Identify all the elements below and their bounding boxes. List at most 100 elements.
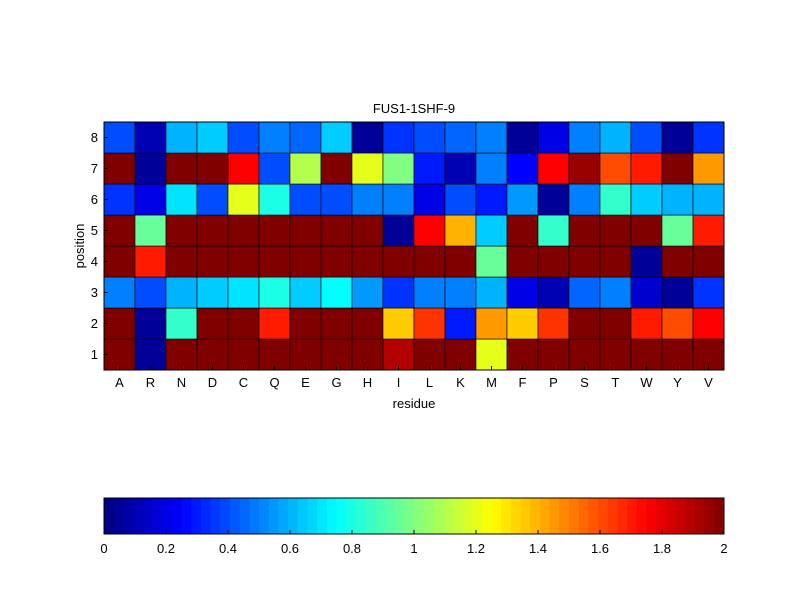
y-tick-label: 6 [91,192,98,207]
heatmap-cell [413,338,446,371]
heatmap-cell [568,183,601,216]
heatmap-cell [289,152,322,185]
heatmap-cell [506,152,539,185]
heatmap-cell [661,338,694,371]
heatmap-cell [444,276,477,309]
colorbar-swatch [414,498,425,534]
heatmap-cell [661,245,694,278]
heatmap-cell [196,183,229,216]
heatmap-cell [258,183,291,216]
colorbar-swatch [142,498,153,534]
heatmap-cell [568,338,601,371]
colorbar-swatch [375,498,386,534]
heatmap-cell [382,121,415,154]
heatmap-cell [165,183,198,216]
colorbar-swatch [229,498,241,534]
x-tick-label: G [331,375,341,390]
x-tick-label: Q [269,375,279,390]
x-tick-label: A [115,375,124,390]
x-tick-label: H [363,375,372,390]
heatmap-cell [320,183,353,216]
colorbar-swatch [239,498,250,534]
heatmap-cell [475,307,508,340]
colorbar-swatch [598,498,609,534]
chart-title: FUS1-1SHF-9 [373,101,455,116]
heatmap-cell [413,307,446,340]
heatmap-cell [661,183,694,216]
heatmap-cell [599,338,632,371]
heatmap-cell [382,276,415,309]
colorbar-tick-label: 2 [720,541,727,556]
heatmap-cell [537,245,570,278]
heatmap-cell [258,307,291,340]
heatmap-cell [289,338,322,371]
heatmap-cell [320,121,353,154]
heatmap-cell [444,121,477,154]
y-tick-label: 2 [91,316,98,331]
heatmap-cell [537,152,570,185]
colorbar-tick-label: 1.2 [467,541,485,556]
heatmap-cell [103,152,136,185]
x-tick-label: Y [673,375,682,390]
colorbar-swatch [181,498,192,534]
heatmap-cell [413,152,446,185]
y-tick-label: 5 [91,223,98,238]
heatmap-cell [506,338,539,371]
heatmap-cell [134,214,167,247]
colorbar-swatch [210,498,221,534]
heatmap-cell [630,338,663,371]
heatmap-cell [692,338,725,371]
colorbar-swatch [336,498,347,534]
heatmap-cell [568,245,601,278]
heatmap-cell [227,338,260,371]
heatmap-cell [134,152,167,185]
heatmap-cell [537,121,570,154]
heatmap-cell [196,338,229,371]
heatmap-cell [537,307,570,340]
colorbar-swatch [452,498,463,534]
x-tick-label: I [397,375,401,390]
heatmap-cell [289,245,322,278]
heatmap-cell [382,245,415,278]
heatmap-cell [537,183,570,216]
heatmap-cell [351,214,384,247]
x-tick-label: F [519,375,527,390]
heatmap-cell [506,276,539,309]
heatmap-cell [196,307,229,340]
colorbar-tick-label: 0.4 [219,541,237,556]
colorbar-swatch [259,498,270,534]
colorbar-swatch [326,498,337,534]
colorbar-swatch [123,498,134,534]
heatmap-cell [196,214,229,247]
x-tick-label: C [239,375,248,390]
heatmap-cell [165,245,198,278]
heatmap-cell [413,276,446,309]
colorbar-swatch [384,498,396,534]
colorbar-tick-label: 1.4 [529,541,547,556]
colorbar-swatch [472,498,483,534]
heatmap-cell [382,338,415,371]
heatmap-cell [103,214,136,247]
colorbar-swatch [404,498,415,534]
x-tick-label: K [456,375,465,390]
heatmap-cell [599,214,632,247]
heatmap-cell [661,276,694,309]
heatmap-cell [630,245,663,278]
heatmap-cell [258,121,291,154]
heatmap-cell [351,307,384,340]
colorbar-swatch [288,498,299,534]
heatmap-cell [289,214,322,247]
colorbar-swatch [501,498,512,534]
heatmap-cell [475,121,508,154]
colorbar-swatch [365,498,376,534]
heatmap-cell [537,214,570,247]
heatmap-cell [692,307,725,340]
heatmap-cell [661,121,694,154]
colorbar-swatch [278,498,289,534]
heatmap-cell [506,183,539,216]
colorbar-swatch [200,498,211,534]
heatmap-cell [444,338,477,371]
colorbar [104,498,725,534]
